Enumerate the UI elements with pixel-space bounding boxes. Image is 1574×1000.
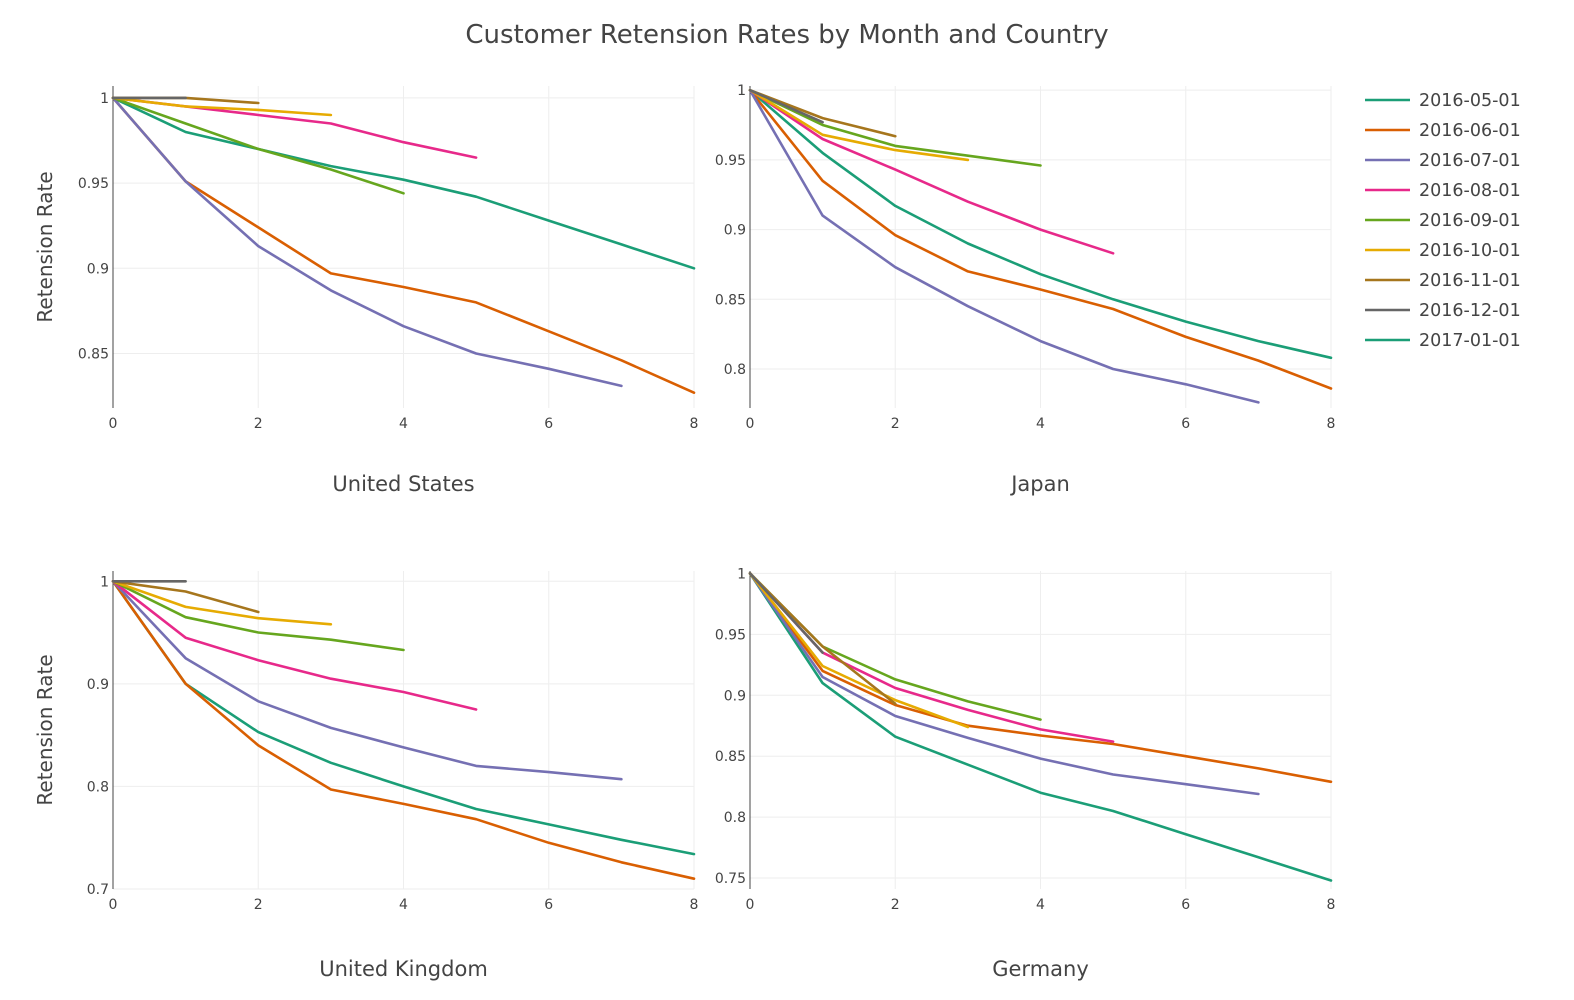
legend-label: 2016-08-01	[1419, 181, 1521, 201]
series-line-2016-05-01	[748, 88, 1333, 360]
x-tick-label: 0	[109, 897, 118, 913]
x-tick-label: 0	[109, 416, 118, 432]
series-line-2016-08-01	[111, 96, 478, 159]
series-line-2016-08-01	[748, 88, 1115, 255]
series-line-2016-08-01	[111, 579, 478, 711]
series-line-2016-09-01	[748, 88, 1042, 167]
legend-item-2016-08-01[interactable]: 2016-08-01	[1365, 181, 1521, 201]
x-tick-label: 6	[1181, 897, 1190, 913]
y-tick-label: 0.85	[715, 749, 746, 765]
subplot-united-states: 0.85 0.9 0.95 1 0 2 4 6 8 United States Retension …	[33, 86, 698, 496]
y-tick-label: 0.8	[87, 779, 109, 795]
x-tick-label: 4	[399, 416, 408, 432]
series-line-2016-07-01	[748, 88, 1260, 404]
series-line-2016-11-01	[111, 579, 260, 614]
series-line-2016-05-01	[111, 96, 696, 270]
legend-item-2016-11-01[interactable]: 2016-11-01	[1365, 271, 1521, 291]
subplot-germany: 0.75 0.8 0.85 0.9 0.95 1 0 2 4 6 8 Germany	[715, 566, 1336, 981]
x-tick-label: 2	[891, 897, 900, 913]
legend-label: 2017-01-01	[1419, 331, 1521, 351]
y-axis-label: Retension Rate	[33, 171, 57, 322]
y-axis-label: Retension Rate	[33, 654, 57, 805]
series-line-2016-10-01	[111, 96, 333, 117]
legend-label: 2016-07-01	[1419, 151, 1521, 171]
subplot-title: United Kingdom	[319, 957, 488, 981]
x-tick-label: 8	[690, 416, 699, 432]
series-line-2016-06-01	[748, 88, 1333, 390]
series-line-2016-06-01	[748, 572, 1333, 784]
legend-item-2016-09-01[interactable]: 2016-09-01	[1365, 211, 1521, 231]
legend-item-2016-10-01[interactable]: 2016-10-01	[1365, 241, 1521, 261]
x-tick-label: 0	[746, 416, 755, 432]
legend-label: 2016-11-01	[1419, 271, 1521, 291]
y-tick-label: 0.9	[87, 261, 109, 277]
series-line-2016-07-01	[748, 572, 1260, 796]
x-tick-label: 4	[399, 897, 408, 913]
y-tick-label: 0.8	[724, 810, 746, 826]
legend-label: 2016-06-01	[1419, 121, 1521, 141]
y-tick-label: 0.75	[715, 871, 746, 887]
series-line-2016-07-01	[111, 96, 623, 388]
chart-title: Customer Retension Rates by Month and Co…	[465, 20, 1108, 50]
x-tick-label: 6	[544, 897, 553, 913]
y-tick-label: 0.85	[715, 292, 746, 308]
subplot-title: Japan	[1009, 472, 1070, 496]
legend-item-2016-05-01[interactable]: 2016-05-01	[1365, 91, 1521, 111]
series-line-2016-12-01	[748, 572, 824, 654]
x-tick-label: 8	[690, 897, 699, 913]
x-tick-label: 8	[1327, 897, 1336, 913]
series-line-2016-06-01	[111, 96, 696, 395]
series-line-2016-10-01	[111, 579, 333, 626]
series-line-2016-10-01	[748, 572, 970, 729]
y-tick-label: 0.9	[87, 677, 109, 693]
series-line-2016-12-01	[748, 88, 824, 124]
legend-label: 2016-12-01	[1419, 301, 1521, 321]
y-tick-label: 0.9	[724, 688, 746, 704]
subplot-japan: 0.8 0.85 0.9 0.95 1 0 2 4 6 8 Japan	[715, 83, 1336, 496]
legend[interactable]: 2016-05-01 2016-06-01 2016-07-01 2016-08-01…	[1365, 91, 1521, 351]
x-tick-label: 4	[1036, 897, 1045, 913]
x-tick-label: 2	[254, 897, 263, 913]
y-tick-label: 0.95	[715, 627, 746, 643]
subplot-united-kingdom: 0.7 0.8 0.9 1 0 2 4 6 8 United Kingdom Retension R…	[33, 571, 698, 981]
x-tick-label: 4	[1036, 416, 1045, 432]
y-tick-label: 1	[100, 574, 109, 590]
legend-label: 2016-10-01	[1419, 241, 1521, 261]
y-tick-label: 1	[100, 91, 109, 107]
y-tick-label: 0.85	[78, 346, 109, 362]
subplot-title: Germany	[992, 957, 1089, 981]
x-tick-label: 6	[1181, 416, 1190, 432]
subplot-panels: 0.85 0.9 0.95 1 0 2 4 6 8 United States Retension …	[33, 83, 1335, 981]
y-tick-label: 0.7	[87, 882, 109, 898]
y-tick-label: 1	[737, 566, 746, 582]
y-tick-label: 0.95	[78, 176, 109, 192]
series-line-2016-09-01	[111, 579, 405, 652]
legend-item-2016-06-01[interactable]: 2016-06-01	[1365, 121, 1521, 141]
legend-item-2017-01-01[interactable]: 2017-01-01	[1365, 331, 1521, 351]
y-tick-label: 0.95	[715, 153, 746, 169]
x-tick-label: 0	[746, 897, 755, 913]
x-tick-label: 8	[1327, 416, 1336, 432]
y-tick-label: 1	[737, 83, 746, 99]
x-tick-label: 2	[891, 416, 900, 432]
legend-label: 2016-05-01	[1419, 91, 1521, 111]
y-tick-label: 0.9	[724, 223, 746, 239]
series-line-2016-10-01	[748, 88, 970, 162]
subplot-title: United States	[332, 472, 474, 496]
y-tick-label: 0.8	[724, 362, 746, 378]
series-line-2016-06-01	[111, 579, 696, 881]
legend-label: 2016-09-01	[1419, 211, 1521, 231]
series-line-2016-05-01	[748, 572, 1333, 882]
series-line-2016-11-01	[748, 572, 897, 706]
x-tick-label: 6	[544, 416, 553, 432]
legend-item-2016-07-01[interactable]: 2016-07-01	[1365, 151, 1521, 171]
x-tick-label: 2	[254, 416, 263, 432]
series-line-2016-05-01	[111, 579, 696, 856]
series-line-2016-07-01	[111, 579, 623, 781]
legend-item-2016-12-01[interactable]: 2016-12-01	[1365, 301, 1521, 321]
series-line-2016-09-01	[111, 96, 405, 195]
